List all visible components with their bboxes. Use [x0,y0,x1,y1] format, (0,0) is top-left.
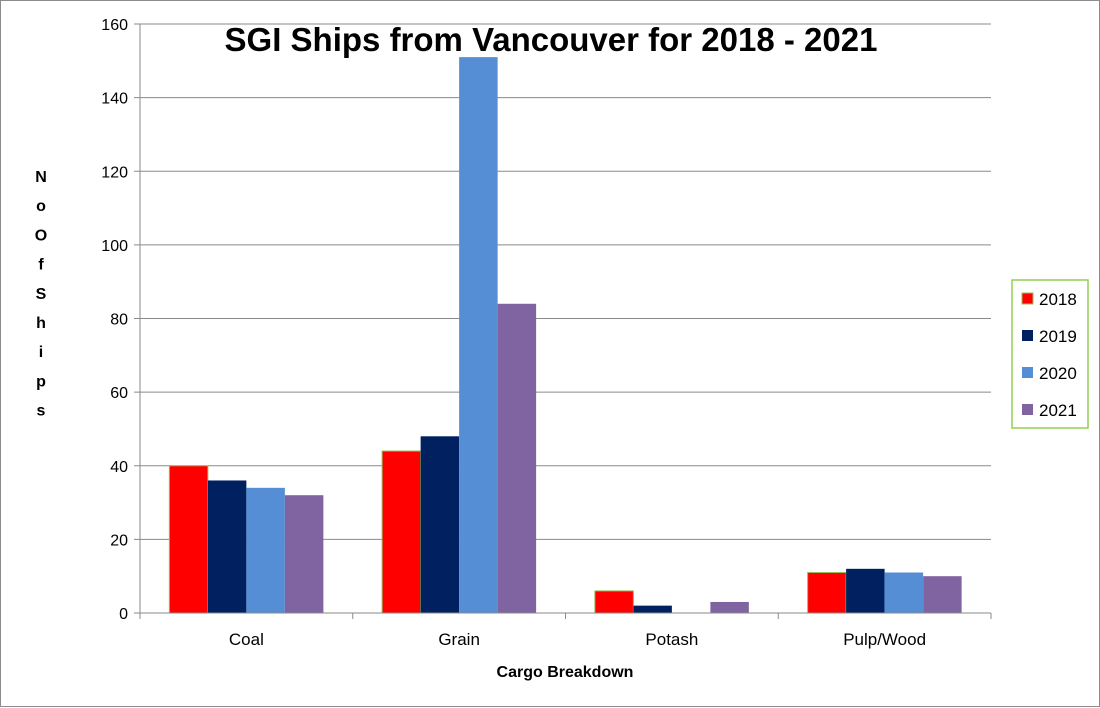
y-tick-label: 120 [101,164,128,181]
axes: 0 20 40 60 80 100 120 140 160 Coal Grain Potash Pulp… [101,17,992,649]
bar-2020-coal [246,487,285,613]
x-tick-label: Grain [438,630,480,649]
y-axis-label-letter: o [36,198,46,215]
bar-2018-pulp-wood [807,572,847,614]
legend-label-2021: 2021 [1039,401,1077,420]
y-tick-label: 100 [101,238,128,255]
bar-2019-grain [420,436,460,613]
y-axis-label-letter: h [36,315,46,332]
y-axis-label-letter: S [36,286,47,303]
legend-box [1011,279,1089,429]
y-axis-label-letter: f [38,257,44,274]
x-tick-label: Potash [645,630,698,649]
bar-2021-grain [497,303,537,613]
legend: 2018 2019 2020 2021 [1011,279,1089,429]
y-axis-label-letter: i [39,344,43,361]
y-tick-label: 20 [110,532,128,549]
gridlines [140,23,991,540]
x-tick-label: Pulp/Wood [843,630,926,649]
legend-swatch-2020 [1022,367,1033,378]
bar-2021-pulp-wood [923,576,962,613]
y-axis-label-letter: O [35,227,47,244]
y-tick-label: 0 [119,606,128,623]
legend-label-2019: 2019 [1039,327,1077,346]
y-tick-label: 160 [101,17,128,34]
y-tick-label: 140 [101,91,128,108]
y-axis-label-letter: p [36,373,46,390]
bar-2018-coal [168,465,209,614]
legend-swatch-2021 [1022,404,1033,415]
x-tick-label: Coal [229,630,264,649]
bar-2021-potash [710,601,749,613]
y-tick-label: 40 [110,459,128,476]
legend-label-2018: 2018 [1039,290,1077,309]
bar-2018-grain [381,450,422,614]
legend-label-2020: 2020 [1039,364,1077,383]
x-axis-label: Cargo Breakdown [497,664,634,681]
bar-2019-pulp-wood [846,568,885,613]
bar-2020-pulp-wood [884,572,924,613]
legend-swatch-2019 [1022,330,1033,341]
bar-2018-potash [594,590,634,614]
chart-title: SGI Ships from Vancouver for 2018 - 2021 [225,21,878,58]
legend-swatch-2018 [1021,292,1034,305]
y-tick-label: 60 [110,385,128,402]
y-axis-label-letter: s [37,403,46,420]
bar-2020-grain [459,57,498,614]
bar-2021-coal [284,495,324,613]
bars [168,57,962,614]
bar-2019-coal [207,480,247,613]
bar-2019-potash [633,605,672,613]
y-tick-label: 80 [110,312,128,329]
y-axis-label-letter: N [35,169,47,186]
